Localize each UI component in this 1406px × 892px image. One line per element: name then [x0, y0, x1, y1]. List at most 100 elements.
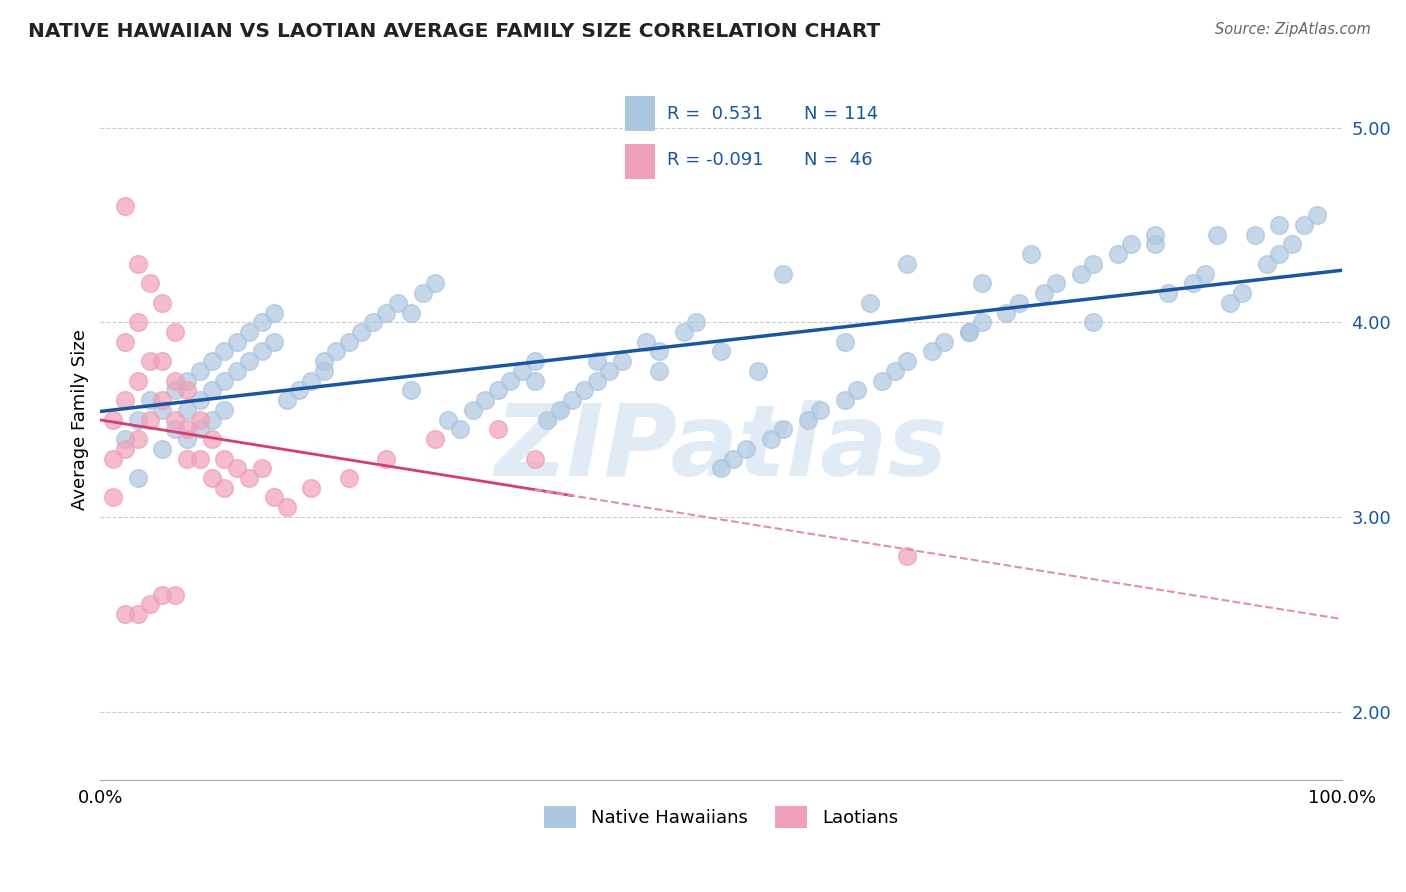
Point [1268, 247, 1291, 261]
Point [648, 364, 671, 378]
Point [412, 286, 434, 301]
Point [1070, 267, 1092, 281]
Point [1144, 227, 1167, 242]
Point [152, 442, 174, 456]
Point [214, 403, 236, 417]
Point [734, 442, 756, 456]
Point [399, 384, 422, 398]
Point [636, 334, 658, 349]
Point [1019, 247, 1042, 261]
Point [374, 305, 396, 319]
Point [299, 374, 322, 388]
Point [188, 422, 211, 436]
Point [139, 412, 162, 426]
Point [337, 334, 360, 349]
Point [127, 471, 149, 485]
Point [214, 481, 236, 495]
Point [163, 422, 186, 436]
Point [1032, 286, 1054, 301]
Point [499, 374, 522, 388]
Point [523, 451, 546, 466]
Point [759, 432, 782, 446]
Point [176, 374, 198, 388]
Point [363, 315, 385, 329]
Point [449, 422, 471, 436]
Point [685, 315, 707, 329]
Point [1281, 237, 1303, 252]
Point [176, 403, 198, 417]
Point [214, 374, 236, 388]
Point [1305, 208, 1327, 222]
Point [312, 354, 335, 368]
Point [957, 325, 980, 339]
Point [238, 354, 260, 368]
Text: Source: ZipAtlas.com: Source: ZipAtlas.com [1215, 22, 1371, 37]
Point [772, 422, 794, 436]
Point [710, 461, 733, 475]
Point [163, 325, 186, 339]
Point [970, 277, 993, 291]
Point [1256, 257, 1278, 271]
Point [214, 451, 236, 466]
Point [585, 354, 607, 368]
Point [201, 432, 224, 446]
Point [1083, 257, 1105, 271]
Point [127, 412, 149, 426]
Point [486, 422, 509, 436]
Point [163, 384, 186, 398]
Point [114, 198, 136, 212]
Point [201, 384, 224, 398]
Point [152, 403, 174, 417]
Point [152, 296, 174, 310]
Point [872, 374, 894, 388]
Point [263, 491, 285, 505]
Point [176, 422, 198, 436]
Y-axis label: Average Family Size: Average Family Size [72, 329, 89, 510]
Point [139, 393, 162, 408]
Point [337, 471, 360, 485]
Point [114, 393, 136, 408]
Point [276, 500, 298, 515]
Point [1294, 218, 1316, 232]
Point [486, 384, 509, 398]
Point [474, 393, 496, 408]
Point [152, 354, 174, 368]
Point [225, 461, 247, 475]
Point [312, 364, 335, 378]
Point [188, 451, 211, 466]
Point [1008, 296, 1031, 310]
Point [834, 334, 856, 349]
Point [648, 344, 671, 359]
Point [523, 374, 546, 388]
Point [163, 374, 186, 388]
Point [127, 374, 149, 388]
Point [1194, 267, 1216, 281]
Point [250, 315, 273, 329]
Point [163, 412, 186, 426]
Point [101, 491, 124, 505]
Point [425, 432, 447, 446]
Point [672, 325, 695, 339]
Point [548, 403, 571, 417]
Point [139, 354, 162, 368]
Point [808, 403, 831, 417]
Point [374, 451, 396, 466]
Point [921, 344, 943, 359]
Point [288, 384, 311, 398]
Point [163, 588, 186, 602]
Point [127, 315, 149, 329]
Point [523, 354, 546, 368]
Point [512, 364, 534, 378]
Point [114, 607, 136, 622]
Point [176, 384, 198, 398]
Point [723, 451, 745, 466]
Point [114, 334, 136, 349]
Point [585, 374, 607, 388]
Point [1157, 286, 1180, 301]
Point [561, 393, 583, 408]
Point [176, 432, 198, 446]
Point [188, 364, 211, 378]
Point [325, 344, 347, 359]
Point [1206, 227, 1229, 242]
Point [152, 393, 174, 408]
